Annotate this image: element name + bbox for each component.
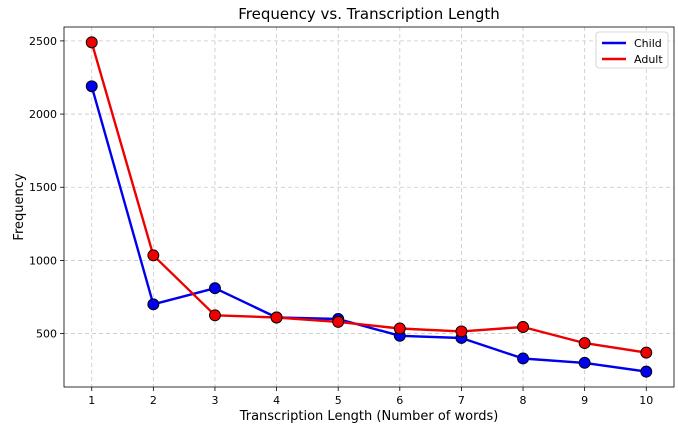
chart-title: Frequency vs. Transcription Length bbox=[238, 5, 499, 23]
x-tick-label: 4 bbox=[273, 394, 280, 407]
y-tick-label: 2000 bbox=[29, 108, 57, 121]
series-line-child bbox=[90, 85, 647, 373]
data-point-adult bbox=[578, 337, 591, 350]
series-layer bbox=[85, 36, 653, 378]
plot-frame bbox=[63, 26, 675, 388]
x-tick-label: 10 bbox=[639, 394, 653, 407]
data-point-adult bbox=[640, 346, 653, 359]
data-point-adult bbox=[393, 322, 406, 335]
legend-label-adult: Adult bbox=[634, 53, 663, 66]
data-point-child bbox=[578, 356, 591, 369]
data-point-adult bbox=[517, 321, 529, 333]
x-axis-label: Transcription Length (Number of words) bbox=[239, 409, 499, 424]
x-tick-label: 3 bbox=[211, 394, 218, 407]
y-tick-label: 2500 bbox=[29, 35, 57, 48]
series-line-adult bbox=[90, 42, 647, 354]
data-point-child bbox=[640, 365, 653, 378]
data-point-child bbox=[85, 80, 98, 93]
y-tick-label: 1500 bbox=[29, 181, 57, 194]
data-point-child bbox=[517, 352, 529, 365]
data-point-child bbox=[209, 282, 221, 295]
data-point-adult bbox=[209, 309, 221, 322]
legend-label-child: Child bbox=[634, 37, 662, 50]
data-point-adult bbox=[455, 325, 468, 338]
x-tick-label: 9 bbox=[581, 394, 588, 407]
y-tick-label: 500 bbox=[36, 328, 57, 341]
x-tick-label: 8 bbox=[520, 394, 527, 407]
x-tick-label: 5 bbox=[335, 394, 342, 407]
data-point-adult bbox=[332, 315, 345, 328]
grid-lines bbox=[64, 27, 674, 387]
y-axis-label: Frequency bbox=[12, 173, 27, 240]
y-tick-label: 1000 bbox=[29, 254, 57, 267]
axes: 1 2 3 4 5 6 7 8 9 10 500 1000 1500 2000 2500 bbox=[29, 26, 675, 407]
data-point-adult bbox=[270, 311, 283, 324]
data-point-adult bbox=[85, 36, 98, 49]
x-tick-label: 7 bbox=[458, 394, 465, 407]
data-point-adult bbox=[147, 249, 160, 262]
data-point-child bbox=[147, 298, 160, 311]
legend: Child Adult bbox=[595, 31, 669, 69]
x-tick-label: 2 bbox=[150, 394, 157, 407]
x-tick-label: 1 bbox=[88, 394, 95, 407]
x-tick-label: 6 bbox=[396, 394, 403, 407]
